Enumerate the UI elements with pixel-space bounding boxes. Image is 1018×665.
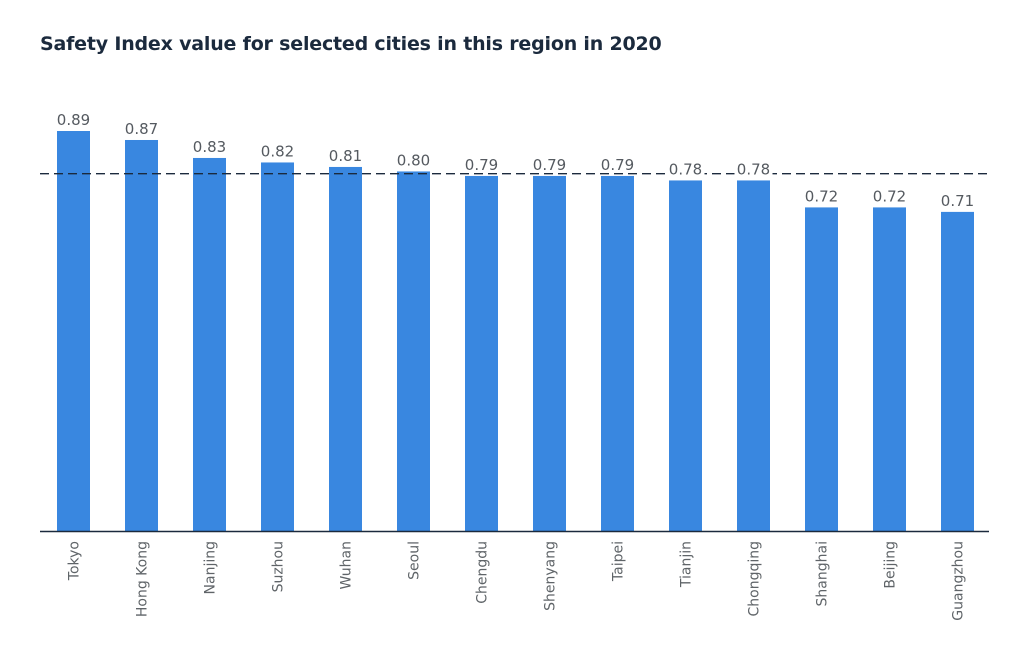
- value-label-background: [938, 189, 977, 209]
- value-label-background: [54, 109, 93, 128]
- value-label-background: [598, 153, 637, 173]
- value-label: 0.78: [669, 160, 702, 178]
- bar-guangzhou: [941, 211, 974, 532]
- value-label-background: [870, 185, 909, 205]
- bar-tianjin: [669, 180, 702, 531]
- value-label-background: [190, 135, 229, 155]
- bar-hong-kong: [125, 139, 158, 531]
- value-label: 0.82: [261, 142, 294, 160]
- category-label: Shenyang: [543, 541, 559, 611]
- value-label: 0.80: [397, 151, 430, 169]
- bar-wuhan: [329, 166, 362, 531]
- bar-taipei: [601, 175, 634, 531]
- category-label: Nanjing: [203, 541, 219, 594]
- bar-shanghai: [805, 207, 838, 532]
- category-label: Guangzhou: [951, 541, 967, 621]
- bar-shenyang: [533, 175, 566, 531]
- bar-tokyo: [57, 131, 90, 531]
- value-label: 0.79: [533, 156, 566, 174]
- value-label: 0.83: [193, 138, 226, 156]
- category-label: Wuhan: [339, 541, 355, 590]
- value-label: 0.78: [737, 160, 770, 178]
- value-label-background: [122, 117, 161, 137]
- value-label-background: [802, 185, 841, 205]
- category-label: Beijing: [883, 541, 899, 589]
- category-label: Seoul: [407, 541, 423, 580]
- value-label-background: [530, 153, 569, 173]
- value-label-background: [666, 158, 705, 178]
- value-label: 0.87: [125, 120, 158, 138]
- value-label-background: [258, 140, 297, 160]
- bars-group: [57, 131, 974, 532]
- category-label: Tokyo: [67, 541, 83, 581]
- value-label: 0.79: [601, 156, 634, 174]
- bar-suzhou: [261, 162, 294, 531]
- category-label: Hong Kong: [135, 541, 151, 617]
- value-label: 0.72: [805, 187, 838, 205]
- category-label: Chengdu: [475, 541, 491, 604]
- value-label-background: [462, 153, 501, 173]
- bar-nanjing: [193, 157, 226, 531]
- value-label: 0.89: [57, 111, 90, 129]
- value-label-background: [394, 149, 433, 169]
- category-label: Taipei: [611, 541, 627, 582]
- bar-beijing: [873, 207, 906, 532]
- category-label: Chongqing: [747, 541, 763, 617]
- category-label: Tianjin: [679, 541, 695, 588]
- bar-chengdu: [465, 175, 498, 531]
- value-label: 0.79: [465, 156, 498, 174]
- bar-chongqing: [737, 180, 770, 531]
- value-label-background: [326, 144, 365, 164]
- category-label: Suzhou: [271, 541, 287, 592]
- value-labels-group: 0.89 0.87 0.83 0.82 0.81 0.80 0.79 0.79 0.79 0.78…: [54, 109, 977, 210]
- category-label: Shanghai: [815, 541, 831, 606]
- value-label-background: [734, 158, 773, 178]
- category-labels-group: Tokyo Hong Kong Nanjing Suzhou Wuhan Seoul Che…: [67, 541, 967, 621]
- bar-seoul: [397, 171, 430, 531]
- value-label: 0.71: [941, 192, 974, 210]
- value-label: 0.81: [329, 147, 362, 165]
- chart-title: Safety Index value for selected cities i…: [40, 33, 662, 55]
- value-label: 0.72: [873, 187, 906, 205]
